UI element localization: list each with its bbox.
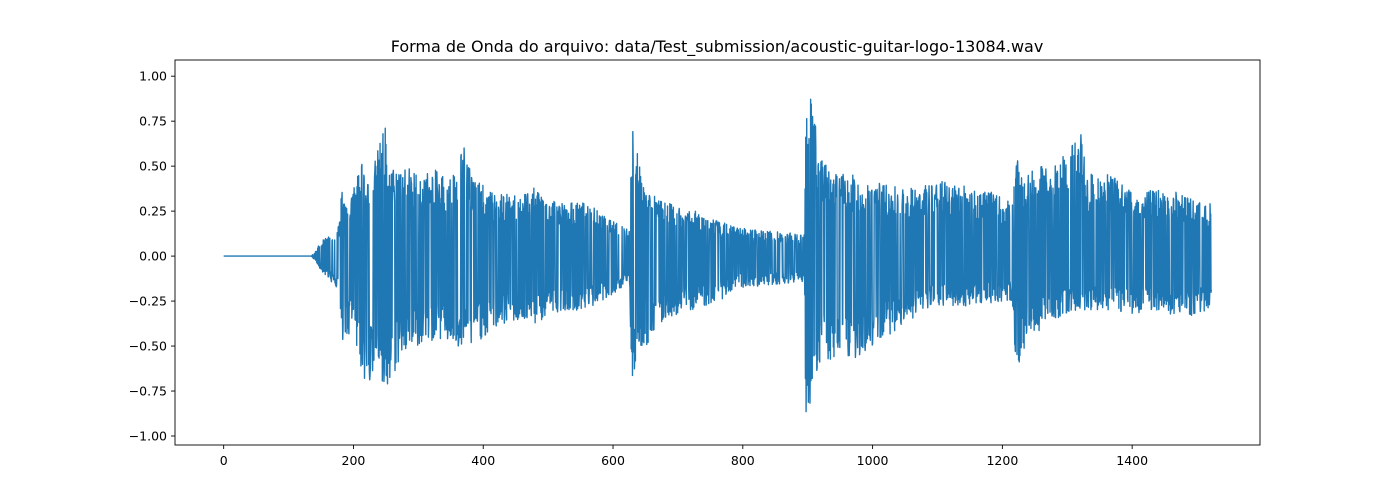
axes-frame (174, 59, 1261, 446)
x-tick-label: 600 (601, 453, 625, 468)
waveform-line (223, 98, 1213, 413)
y-tick-label: 0.25 (139, 204, 167, 219)
x-tick-label: 1000 (857, 453, 889, 468)
y-tick-label: 0.75 (139, 114, 167, 129)
x-tick-label: 1200 (986, 453, 1018, 468)
y-tick-label: 0.50 (139, 159, 167, 174)
x-tick-label: 400 (471, 453, 495, 468)
y-tick-label: −0.50 (129, 339, 167, 354)
y-tick-label: −0.75 (129, 384, 167, 399)
y-tick-label: 1.00 (139, 69, 167, 84)
axes: 0 200 400 600 800 1000 1200 1400 1.00 0.75 0.50 0.2… (129, 59, 1261, 468)
x-tick-label: 800 (731, 453, 755, 468)
y-tick-label: −0.25 (129, 294, 167, 309)
x-tick-label: 200 (342, 453, 366, 468)
x-tick-label: 1400 (1116, 453, 1148, 468)
y-tick-label: −1.00 (129, 429, 167, 444)
x-tick-label: 0 (220, 453, 228, 468)
y-tick-label: 0.00 (139, 249, 167, 264)
plot-area (223, 98, 1213, 413)
chart-title: Forma de Onda do arquivo: data/Test_subm… (391, 37, 1044, 57)
